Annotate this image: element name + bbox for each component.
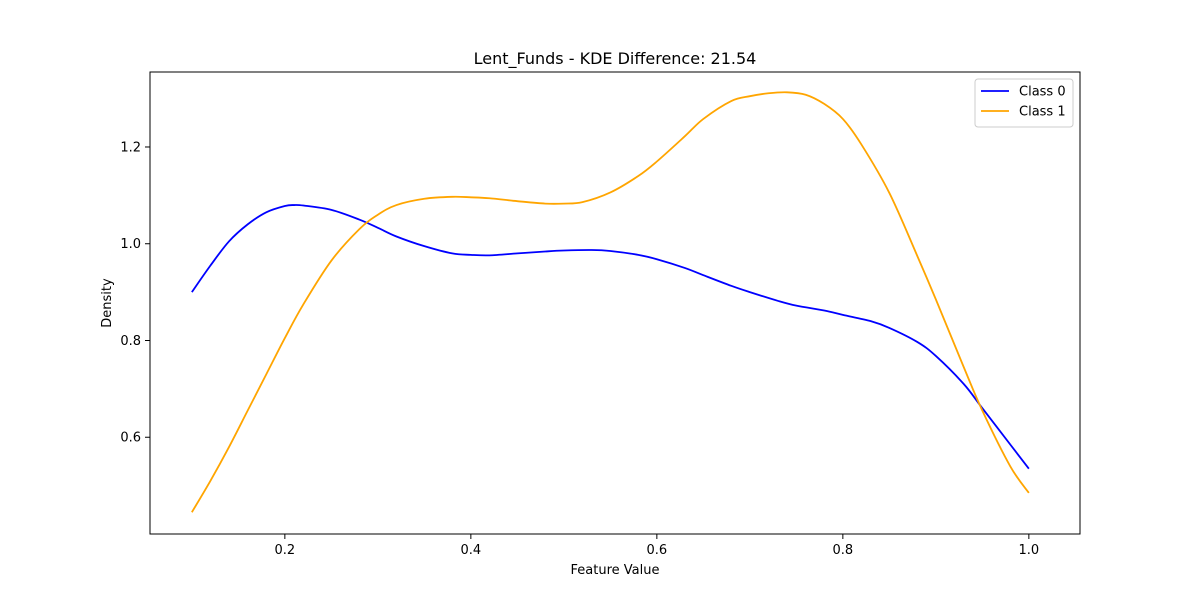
series-lines <box>191 91 1030 513</box>
x-tick-label: 0.8 <box>833 543 854 558</box>
x-tick-label: 0.4 <box>461 543 482 558</box>
y-tick-label: 0.8 <box>120 334 141 349</box>
series-line-class-0 <box>191 204 1030 470</box>
chart-title: Lent_Funds - KDE Difference: 21.54 <box>474 49 757 69</box>
y-axis: 0.6 0.8 1.0 1.2 <box>120 140 150 446</box>
legend-label-class-0: Class 0 <box>1019 85 1066 100</box>
x-axis: 0.2 0.4 0.6 0.8 1.0 <box>275 534 1040 558</box>
x-tick-label: 1.0 <box>1019 543 1040 558</box>
x-tick-label: 0.2 <box>275 543 296 558</box>
x-axis-label: Feature Value <box>571 563 660 578</box>
y-tick-label: 1.0 <box>120 237 141 252</box>
legend-label-class-1: Class 1 <box>1019 105 1066 120</box>
series-line-class-1 <box>191 91 1030 513</box>
x-tick-label: 0.6 <box>647 543 668 558</box>
y-tick-label: 0.6 <box>120 431 141 446</box>
y-tick-label: 1.2 <box>120 140 141 155</box>
y-axis-label: Density <box>100 278 115 328</box>
plot-frame <box>149 71 1081 535</box>
legend: Class 0 Class 1 <box>974 78 1074 128</box>
